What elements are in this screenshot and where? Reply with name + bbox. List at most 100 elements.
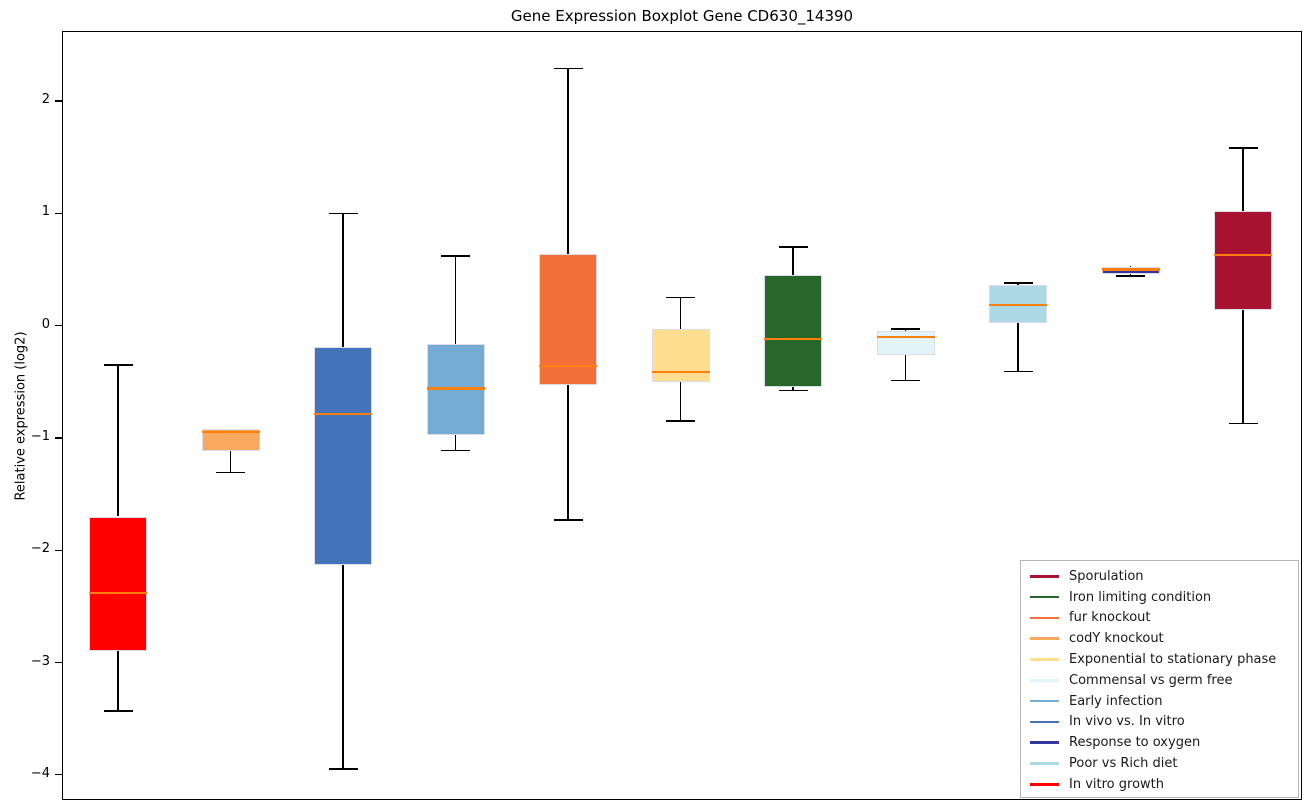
upper-cap	[553, 67, 583, 70]
lower-cap	[328, 768, 358, 770]
y-tick-mark	[54, 324, 62, 327]
legend-label: Early infection	[1069, 693, 1163, 709]
median-line	[539, 364, 597, 368]
iqr-box	[201, 428, 260, 452]
lower-cap	[441, 449, 470, 451]
legend-item-cody-knockout: codY knockout	[1021, 628, 1298, 649]
legend-line-swatch	[1030, 595, 1059, 599]
upper-cap	[103, 364, 133, 366]
iqr-box	[764, 275, 822, 388]
lower-whisker	[454, 434, 457, 451]
legend: Sporulation Iron limiting condition fur kn…	[1020, 560, 1299, 798]
lower-cap	[666, 420, 695, 422]
lower-cap	[778, 389, 808, 392]
iqr-box	[539, 253, 597, 386]
upper-cap	[1003, 282, 1033, 284]
upper-whisker	[567, 68, 569, 254]
plot-area: 2 1 0 −1 −2 −3 −4	[31, 31, 1302, 800]
legend-label: codY knockout	[1069, 631, 1164, 647]
legend-item-exponential-to-stationary-phase: Exponential to stationary phase	[1021, 649, 1298, 670]
median-line	[764, 337, 822, 341]
upper-whisker	[454, 255, 457, 344]
legend-label: Response to oxygen	[1069, 735, 1201, 751]
median-line	[314, 413, 372, 416]
lower-whisker	[342, 564, 344, 770]
legend-line-swatch	[1030, 616, 1059, 620]
y-tick-mark	[54, 774, 62, 776]
upper-whisker	[117, 364, 119, 517]
legend-line-swatch	[1030, 575, 1059, 578]
upper-cap	[891, 328, 920, 330]
upper-whisker	[1129, 266, 1132, 268]
upper-whisker	[679, 297, 682, 329]
legend-line-swatch	[1030, 637, 1059, 641]
y-tick-mark	[54, 437, 62, 439]
chart-title: Gene Expression Boxplot Gene CD630_14390	[510, 7, 854, 25]
upper-whisker	[1017, 282, 1019, 286]
y-tick-mark	[54, 100, 62, 102]
lower-whisker	[1242, 309, 1244, 424]
legend-line-swatch	[1030, 720, 1059, 724]
upper-cap	[666, 296, 695, 299]
lower-cap	[1116, 275, 1145, 277]
legend-line-swatch	[1030, 699, 1059, 703]
median-line	[89, 591, 147, 594]
legend-label: Exponential to stationary phase	[1069, 652, 1277, 668]
y-tick-label: −3	[30, 653, 50, 669]
legend-item-response-to-oxygen: Response to oxygen	[1021, 732, 1298, 753]
upper-whisker	[792, 246, 794, 276]
legend-item-in-vivo-vs-in-vitro: In vivo vs. In vitro	[1021, 712, 1298, 733]
lower-whisker	[679, 381, 682, 422]
lower-whisker	[1129, 273, 1132, 277]
lower-cap	[891, 379, 920, 382]
legend-label: Sporulation	[1069, 568, 1144, 584]
median-line	[426, 387, 485, 390]
y-tick-label: 2	[41, 92, 50, 107]
lower-cap	[553, 519, 583, 521]
lower-whisker	[792, 387, 794, 391]
legend-label: fur knockout	[1069, 610, 1151, 626]
lower-cap	[216, 471, 245, 474]
upper-cap	[778, 246, 808, 248]
y-tick-label: 0	[41, 316, 50, 332]
iqr-box	[651, 328, 710, 382]
lower-whisker	[1017, 323, 1019, 372]
y-tick-label: −1	[30, 428, 50, 444]
y-tick-label: −2	[30, 541, 50, 557]
legend-label: In vivo vs. In vitro	[1069, 714, 1185, 730]
upper-cap	[1228, 147, 1258, 149]
lower-cap	[1003, 370, 1033, 373]
y-tick-mark	[54, 661, 62, 664]
legend-line-swatch	[1030, 762, 1059, 765]
median-line	[1214, 253, 1272, 256]
iqr-box	[1214, 211, 1272, 310]
lower-whisker	[567, 385, 569, 520]
y-tick-label: 1	[41, 204, 50, 220]
legend-item-sporulation: Sporulation	[1021, 566, 1298, 587]
iqr-box	[314, 346, 372, 565]
median-line	[201, 431, 260, 434]
iqr-box	[989, 285, 1047, 324]
median-line	[651, 370, 710, 373]
legend-label: Iron limiting condition	[1069, 589, 1212, 605]
median-line	[1101, 268, 1160, 271]
legend-line-swatch	[1030, 783, 1059, 786]
legend-label: Poor vs Rich diet	[1069, 756, 1178, 772]
legend-item-poor-vs-rich-diet: Poor vs Rich diet	[1021, 753, 1298, 774]
legend-item-iron-limiting-condition: Iron limiting condition	[1021, 587, 1298, 608]
legend-line-swatch	[1030, 741, 1059, 745]
lower-cap	[103, 710, 133, 712]
legend-item-fur-knockout: fur knockout	[1021, 608, 1298, 629]
lower-whisker	[229, 451, 232, 473]
y-axis-label: Relative expression (log2)	[13, 331, 29, 501]
upper-whisker	[342, 213, 344, 347]
median-line	[876, 335, 935, 338]
upper-cap	[441, 255, 470, 257]
legend-line-swatch	[1030, 679, 1059, 682]
legend-label: Commensal vs germ free	[1069, 672, 1233, 688]
lower-whisker	[904, 354, 907, 381]
y-tick-label: −4	[30, 765, 50, 781]
lower-cap	[1228, 422, 1258, 425]
legend-item-in-vitro-growth: In vitro growth	[1021, 774, 1298, 795]
